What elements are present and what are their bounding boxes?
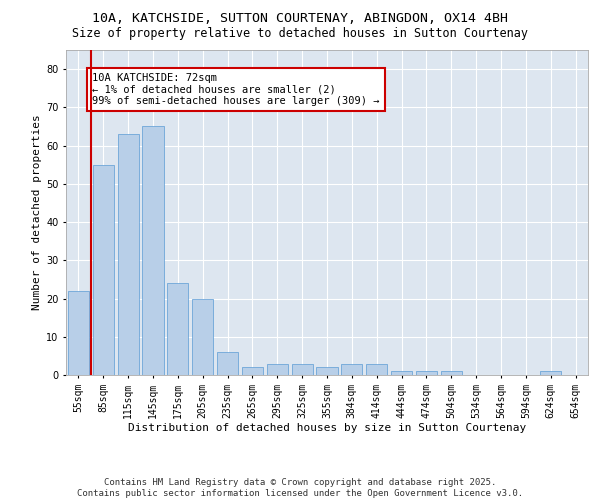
Bar: [142, 126, 164, 375]
X-axis label: Distribution of detached houses by size in Sutton Courtenay: Distribution of detached houses by size …: [128, 424, 526, 434]
Text: 10A, KATCHSIDE, SUTTON COURTENAY, ABINGDON, OX14 4BH: 10A, KATCHSIDE, SUTTON COURTENAY, ABINGD…: [92, 12, 508, 26]
Bar: [68, 291, 89, 375]
Bar: [217, 352, 238, 375]
Bar: [292, 364, 313, 375]
Bar: [391, 371, 412, 375]
Bar: [118, 134, 139, 375]
Bar: [192, 298, 213, 375]
Bar: [242, 368, 263, 375]
Text: Size of property relative to detached houses in Sutton Courtenay: Size of property relative to detached ho…: [72, 28, 528, 40]
Bar: [540, 371, 561, 375]
Bar: [341, 364, 362, 375]
Bar: [441, 371, 462, 375]
Text: 10A KATCHSIDE: 72sqm
← 1% of detached houses are smaller (2)
99% of semi-detache: 10A KATCHSIDE: 72sqm ← 1% of detached ho…: [92, 73, 380, 106]
Bar: [267, 364, 288, 375]
Bar: [416, 371, 437, 375]
Bar: [167, 283, 188, 375]
Text: Contains HM Land Registry data © Crown copyright and database right 2025.
Contai: Contains HM Land Registry data © Crown c…: [77, 478, 523, 498]
Bar: [316, 368, 338, 375]
Bar: [366, 364, 387, 375]
Bar: [93, 164, 114, 375]
Y-axis label: Number of detached properties: Number of detached properties: [32, 114, 42, 310]
